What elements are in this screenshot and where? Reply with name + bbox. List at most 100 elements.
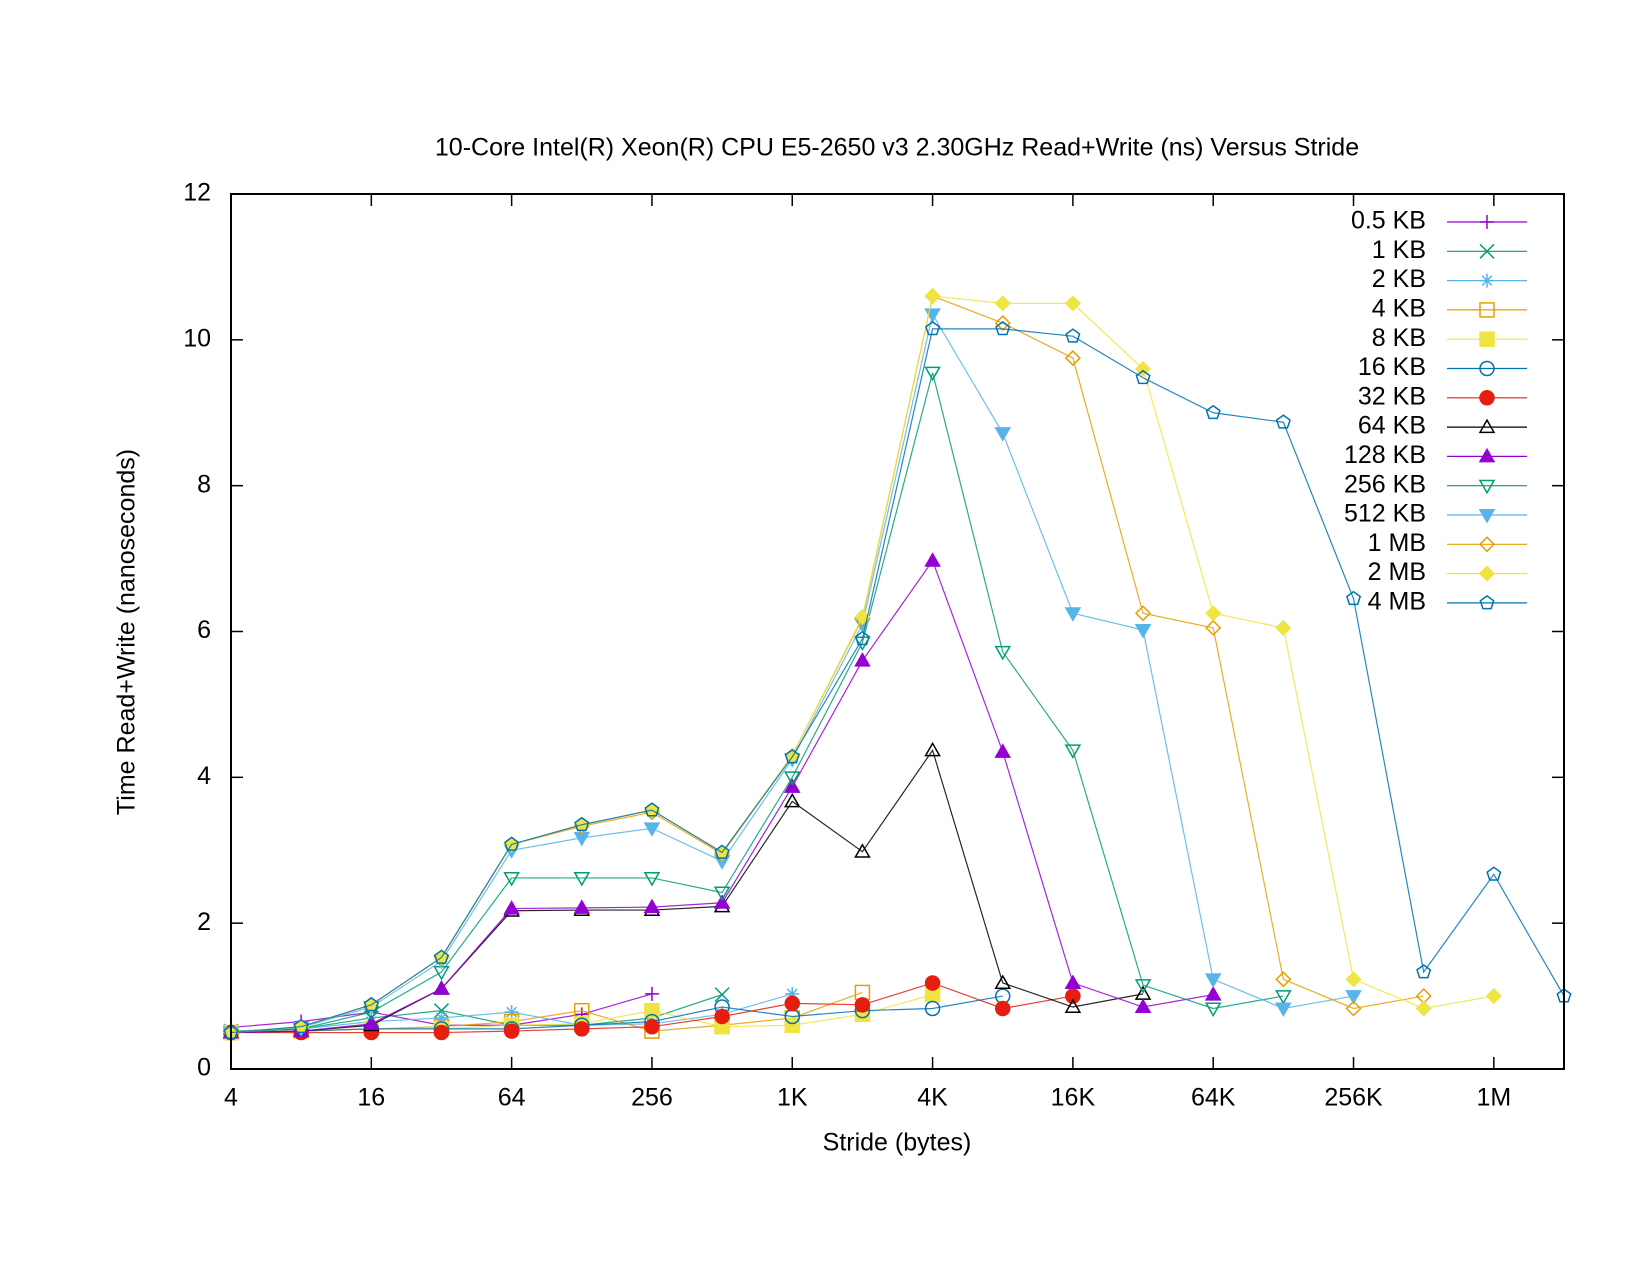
data-point [1485, 988, 1502, 1005]
data-point [433, 980, 450, 995]
legend-label: 256 KB [1344, 470, 1426, 498]
y-tick-label: 2 [197, 908, 211, 936]
data-point [784, 995, 801, 1012]
data-point [363, 1015, 380, 1030]
data-point [1345, 590, 1362, 606]
legend-label: 1 MB [1368, 529, 1426, 557]
data-point [1205, 605, 1222, 622]
data-point [643, 898, 661, 914]
x-tick-label: 4 [224, 1084, 238, 1112]
legend-marker [1478, 536, 1496, 553]
data-point [644, 986, 659, 1001]
data-point [1135, 369, 1151, 385]
data-point [924, 552, 941, 567]
series-line [230, 994, 723, 1032]
data-point [1416, 964, 1432, 979]
data-point [854, 608, 871, 625]
data-point [1134, 624, 1152, 639]
y-axis-label: Time Read+Write (nanoseconds) [113, 449, 141, 815]
data-point [784, 748, 800, 764]
data-point [644, 1018, 660, 1035]
data-point [1275, 971, 1292, 988]
legend-marker [1478, 565, 1496, 582]
data-point [714, 987, 730, 1003]
data-point [1065, 328, 1081, 343]
data-point [1205, 619, 1222, 636]
x-tick-label: 64K [1191, 1084, 1236, 1112]
data-point [994, 315, 1011, 332]
data-point [924, 366, 941, 382]
x-axis-label: Stride (bytes) [823, 1129, 972, 1157]
legend-marker [1478, 509, 1496, 524]
x-tick-label: 1M [1476, 1084, 1511, 1112]
data-point [994, 645, 1012, 661]
data-point [573, 871, 591, 887]
data-point [1415, 1000, 1432, 1017]
data-point [1275, 1002, 1292, 1017]
data-point [854, 652, 871, 667]
data-point [643, 822, 661, 837]
legend-label: 32 KB [1358, 382, 1426, 410]
data-point [925, 320, 941, 336]
data-point [1345, 1000, 1362, 1017]
legend-marker [1479, 594, 1495, 610]
data-point [433, 949, 450, 964]
data-point [1064, 350, 1081, 367]
legend-marker [1479, 243, 1495, 259]
data-point [1345, 971, 1362, 988]
data-point [1204, 986, 1222, 1001]
data-point [1064, 998, 1082, 1014]
data-point [995, 320, 1011, 336]
data-point [854, 997, 871, 1013]
y-tick-label: 10 [183, 324, 211, 352]
data-point [503, 1023, 520, 1039]
data-point [1065, 988, 1081, 1004]
series-line [230, 372, 1284, 1034]
data-point [434, 1010, 449, 1025]
data-point [644, 1002, 660, 1019]
y-tick-label: 6 [197, 616, 211, 644]
data-point [783, 771, 801, 786]
data-point [1134, 979, 1152, 994]
data-point [1275, 619, 1292, 636]
x-tick-label: 64 [498, 1084, 526, 1112]
data-point [1275, 414, 1291, 429]
data-point [854, 630, 870, 646]
data-point [713, 886, 731, 902]
legend-label: 4 KB [1372, 295, 1426, 323]
data-point [924, 288, 941, 305]
legend-marker [1479, 302, 1495, 318]
legend-marker [1480, 273, 1494, 288]
x-tick-label: 256 [631, 1084, 673, 1112]
data-point [994, 1000, 1011, 1017]
data-point [644, 802, 660, 817]
data-point [574, 816, 590, 832]
x-tick-label: 16 [357, 1084, 385, 1112]
data-point [1064, 607, 1082, 622]
data-point [854, 843, 871, 858]
data-point [503, 900, 520, 915]
data-point [924, 1000, 941, 1017]
data-point [924, 975, 941, 991]
legend-marker [1480, 215, 1494, 229]
data-point [503, 871, 520, 887]
data-point [784, 1017, 801, 1033]
data-point [1134, 998, 1152, 1014]
legend-label: 2 KB [1372, 265, 1426, 293]
legend-label: 1 KB [1372, 236, 1426, 264]
legend-label: 8 KB [1372, 324, 1426, 352]
data-point [1134, 605, 1152, 622]
data-point [1486, 866, 1502, 881]
data-point [293, 1018, 309, 1034]
legend-marker [1479, 360, 1495, 377]
chart-title: 10-Core Intel(R) Xeon(R) CPU E5-2650 v3 … [435, 134, 1359, 162]
legend-label: 128 KB [1344, 441, 1426, 469]
data-point [1064, 744, 1082, 759]
x-tick-label: 1K [777, 1084, 808, 1112]
data-point [433, 1003, 450, 1019]
data-point [573, 899, 591, 914]
x-tick-label: 256K [1324, 1084, 1383, 1112]
